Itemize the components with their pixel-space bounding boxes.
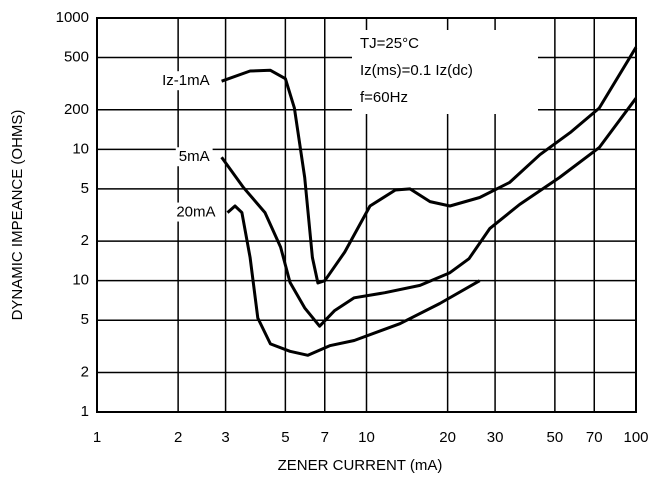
y-tick-label: 10 bbox=[72, 140, 89, 157]
annotation-box bbox=[352, 30, 538, 114]
y-tick-label: 5 bbox=[81, 311, 89, 328]
curve-label: Iz-1mA bbox=[162, 72, 210, 89]
curve bbox=[221, 46, 638, 285]
annotation: f=60Hz bbox=[360, 89, 408, 106]
x-tick-label: 20 bbox=[439, 429, 456, 446]
marks bbox=[220, 46, 638, 357]
annotation: TJ=25°C bbox=[360, 35, 419, 52]
curve-label-bg bbox=[175, 147, 213, 167]
x-axis-label: ZENER CURRENT (mA) bbox=[278, 457, 443, 474]
x-tick-label: 7 bbox=[321, 429, 329, 446]
curve bbox=[226, 204, 481, 357]
x-tick-label: 3 bbox=[221, 429, 229, 446]
y-tick-label: 200 bbox=[64, 101, 89, 118]
y-tick-label: 5 bbox=[81, 180, 89, 197]
x-tick-label: 70 bbox=[586, 429, 603, 446]
y-tick-label: 1 bbox=[81, 403, 89, 420]
x-tick-label: 30 bbox=[487, 429, 504, 446]
x-tick-label: 1 bbox=[93, 429, 101, 446]
y-tick-label: 1000 bbox=[56, 9, 89, 26]
x-tick-label: 10 bbox=[358, 429, 375, 446]
x-tick-label: 100 bbox=[623, 429, 648, 446]
y-tick-label: 500 bbox=[64, 49, 89, 66]
plot-frame bbox=[96, 17, 637, 413]
annotation: Iz(ms)=0.1 Iz(dc) bbox=[360, 62, 473, 79]
x-tick-label: 5 bbox=[281, 429, 289, 446]
y-tick-label: 2 bbox=[81, 232, 89, 249]
x-tick-label: 50 bbox=[547, 429, 564, 446]
curve-label: 5mA bbox=[179, 148, 210, 165]
curve-label-bg bbox=[159, 71, 213, 91]
curve bbox=[220, 97, 638, 328]
y-tick-label: 10 bbox=[72, 272, 89, 289]
curve-label-bg bbox=[173, 202, 219, 222]
y-axis-label: DYNAMIC IMPEANCE (OHMS) bbox=[9, 110, 26, 321]
curve-label: 20mA bbox=[176, 204, 215, 221]
x-tick-label: 2 bbox=[174, 429, 182, 446]
y-tick-label: 2 bbox=[81, 363, 89, 380]
